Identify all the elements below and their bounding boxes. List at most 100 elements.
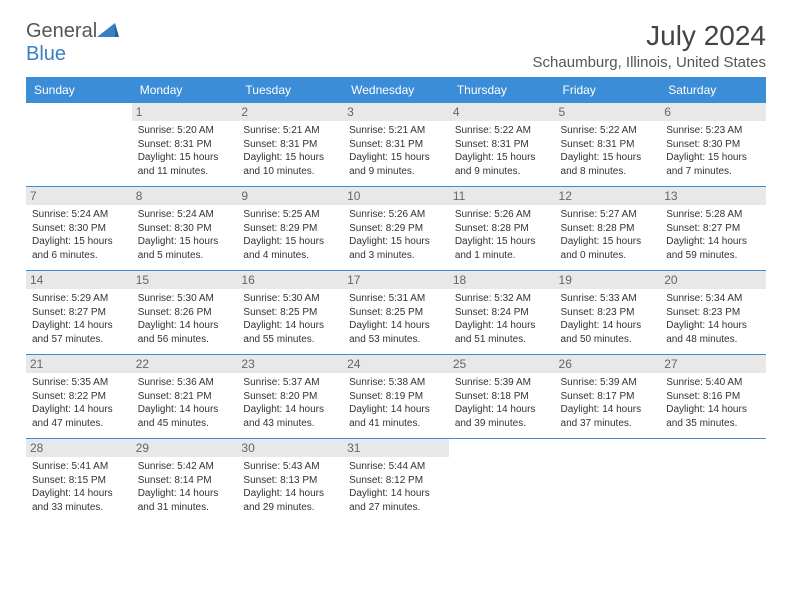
day-info: Sunrise: 5:39 AMSunset: 8:18 PMDaylight:… — [455, 376, 549, 430]
day-info: Sunrise: 5:42 AMSunset: 8:14 PMDaylight:… — [138, 460, 232, 514]
day-number: 7 — [26, 187, 132, 205]
day-info: Sunrise: 5:21 AMSunset: 8:31 PMDaylight:… — [349, 124, 443, 178]
calendar-day-cell: 4 Sunrise: 5:22 AMSunset: 8:31 PMDaylight… — [449, 103, 555, 187]
day-number: 9 — [237, 187, 343, 205]
calendar-day-cell: 16Sunrise: 5:30 AMSunset: 8:25 PMDayligh… — [237, 271, 343, 355]
day-number: 13 — [660, 187, 766, 205]
calendar-week-row: 28Sunrise: 5:41 AMSunset: 8:15 PMDayligh… — [26, 439, 766, 523]
day-info: Sunrise: 5:28 AMSunset: 8:27 PMDaylight:… — [666, 208, 760, 262]
day-info: Sunrise: 5:35 AMSunset: 8:22 PMDaylight:… — [32, 376, 126, 430]
calendar-day-cell: 23 Sunrise: 5:37 AMSunset: 8:20 PMDayligh… — [237, 355, 343, 439]
calendar-day-cell — [555, 439, 661, 523]
calendar-day-cell: 29 Sunrise: 5:42 AMSunset: 8:14 PMDayligh… — [132, 439, 238, 523]
day-info: Sunrise: 5:32 AMSunset: 8:24 PMDaylight:… — [455, 292, 549, 346]
page-header: General Blue July 2024 Schaumburg, Illin… — [26, 20, 766, 71]
calendar-day-cell — [449, 439, 555, 523]
day-info: Sunrise: 5:24 AMSunset: 8:30 PMDaylight:… — [32, 208, 126, 262]
calendar-day-cell: 10 Sunrise: 5:26 AMSunset: 8:29 PMDayligh… — [343, 187, 449, 271]
day-info: Sunrise: 5:38 AMSunset: 8:19 PMDaylight:… — [349, 376, 443, 430]
calendar-day-cell: 2Sunrise: 5:21 AMSunset: 8:31 PMDaylight… — [237, 103, 343, 187]
calendar-week-row: 1 Sunrise: 5:20 AMSunset: 8:31 PMDaylight… — [26, 103, 766, 187]
day-info: Sunrise: 5:24 AMSunset: 8:30 PMDaylight:… — [138, 208, 232, 262]
calendar-day-cell: 11Sunrise: 5:26 AMSunset: 8:28 PMDayligh… — [449, 187, 555, 271]
day-info: Sunrise: 5:34 AMSunset: 8:23 PMDaylight:… — [666, 292, 760, 346]
day-number: 3 — [343, 103, 449, 121]
day-info: Sunrise: 5:22 AMSunset: 8:31 PMDaylight:… — [561, 124, 655, 178]
day-number: 2 — [237, 103, 343, 121]
day-info: Sunrise: 5:36 AMSunset: 8:21 PMDaylight:… — [138, 376, 232, 430]
calendar-day-cell: 31Sunrise: 5:44 AMSunset: 8:12 PMDayligh… — [343, 439, 449, 523]
calendar-header-row: SundayMondayTuesdayWednesdayThursdayFrid… — [26, 77, 766, 103]
calendar-week-row: 14 Sunrise: 5:29 AMSunset: 8:27 PMDayligh… — [26, 271, 766, 355]
calendar-day-cell: 6 Sunrise: 5:23 AMSunset: 8:30 PMDaylight… — [660, 103, 766, 187]
day-number: 29 — [132, 439, 238, 457]
day-number: 31 — [343, 439, 449, 457]
day-number: 12 — [555, 187, 661, 205]
day-number: 24 — [343, 355, 449, 373]
day-number: 23 — [237, 355, 343, 373]
calendar-day-cell: 8 Sunrise: 5:24 AMSunset: 8:30 PMDaylight… — [132, 187, 238, 271]
location-text: Schaumburg, Illinois, United States — [533, 54, 766, 71]
calendar-day-cell: 7 Sunrise: 5:24 AMSunset: 8:30 PMDaylight… — [26, 187, 132, 271]
calendar-day-cell: 3 Sunrise: 5:21 AMSunset: 8:31 PMDaylight… — [343, 103, 449, 187]
calendar-day-cell: 22 Sunrise: 5:36 AMSunset: 8:21 PMDayligh… — [132, 355, 238, 439]
day-info: Sunrise: 5:20 AMSunset: 8:31 PMDaylight:… — [138, 124, 232, 178]
weekday-header: Wednesday — [343, 77, 449, 103]
day-number: 17 — [343, 271, 449, 289]
calendar-day-cell: 20Sunrise: 5:34 AMSunset: 8:23 PMDayligh… — [660, 271, 766, 355]
brand-text: General Blue — [26, 20, 119, 66]
title-block: July 2024 Schaumburg, Illinois, United S… — [533, 20, 766, 71]
day-number: 28 — [26, 439, 132, 457]
calendar-day-cell: 26Sunrise: 5:39 AMSunset: 8:17 PMDayligh… — [555, 355, 661, 439]
day-info: Sunrise: 5:31 AMSunset: 8:25 PMDaylight:… — [349, 292, 443, 346]
calendar-day-cell: 27Sunrise: 5:40 AMSunset: 8:16 PMDayligh… — [660, 355, 766, 439]
brand-word2: Blue — [26, 43, 66, 65]
day-info: Sunrise: 5:26 AMSunset: 8:29 PMDaylight:… — [349, 208, 443, 262]
calendar-day-cell: 1 Sunrise: 5:20 AMSunset: 8:31 PMDaylight… — [132, 103, 238, 187]
calendar-table: SundayMondayTuesdayWednesdayThursdayFrid… — [26, 77, 766, 522]
calendar-day-cell: 15Sunrise: 5:30 AMSunset: 8:26 PMDayligh… — [132, 271, 238, 355]
day-info: Sunrise: 5:43 AMSunset: 8:13 PMDaylight:… — [243, 460, 337, 514]
day-info: Sunrise: 5:25 AMSunset: 8:29 PMDaylight:… — [243, 208, 337, 262]
day-number: 18 — [449, 271, 555, 289]
weekday-header: Monday — [132, 77, 238, 103]
day-number: 22 — [132, 355, 238, 373]
calendar-body: 1 Sunrise: 5:20 AMSunset: 8:31 PMDaylight… — [26, 103, 766, 522]
day-info: Sunrise: 5:30 AMSunset: 8:26 PMDaylight:… — [138, 292, 232, 346]
day-info: Sunrise: 5:37 AMSunset: 8:20 PMDaylight:… — [243, 376, 337, 430]
calendar-day-cell: 30 Sunrise: 5:43 AMSunset: 8:13 PMDayligh… — [237, 439, 343, 523]
calendar-day-cell: 13 Sunrise: 5:28 AMSunset: 8:27 PMDayligh… — [660, 187, 766, 271]
calendar-day-cell: 12Sunrise: 5:27 AMSunset: 8:28 PMDayligh… — [555, 187, 661, 271]
day-info: Sunrise: 5:39 AMSunset: 8:17 PMDaylight:… — [561, 376, 655, 430]
day-number: 14 — [26, 271, 132, 289]
calendar-week-row: 21 Sunrise: 5:35 AMSunset: 8:22 PMDayligh… — [26, 355, 766, 439]
day-number: 4 — [449, 103, 555, 121]
calendar-day-cell: 17 Sunrise: 5:31 AMSunset: 8:25 PMDayligh… — [343, 271, 449, 355]
day-number: 10 — [343, 187, 449, 205]
day-number: 19 — [555, 271, 661, 289]
calendar-day-cell: 25 Sunrise: 5:39 AMSunset: 8:18 PMDayligh… — [449, 355, 555, 439]
calendar-day-cell — [26, 103, 132, 187]
brand-logo: General Blue — [26, 20, 119, 66]
day-number: 5 — [555, 103, 661, 121]
calendar-day-cell: 19Sunrise: 5:33 AMSunset: 8:23 PMDayligh… — [555, 271, 661, 355]
weekday-header: Saturday — [660, 77, 766, 103]
day-number: 27 — [660, 355, 766, 373]
calendar-week-row: 7 Sunrise: 5:24 AMSunset: 8:30 PMDaylight… — [26, 187, 766, 271]
brand-word1: General — [26, 20, 97, 42]
day-number: 25 — [449, 355, 555, 373]
day-number: 21 — [26, 355, 132, 373]
day-number: 1 — [132, 103, 238, 121]
calendar-day-cell: 9 Sunrise: 5:25 AMSunset: 8:29 PMDaylight… — [237, 187, 343, 271]
calendar-day-cell — [660, 439, 766, 523]
day-info: Sunrise: 5:29 AMSunset: 8:27 PMDaylight:… — [32, 292, 126, 346]
day-info: Sunrise: 5:23 AMSunset: 8:30 PMDaylight:… — [666, 124, 760, 178]
calendar-day-cell: 18 Sunrise: 5:32 AMSunset: 8:24 PMDayligh… — [449, 271, 555, 355]
day-number: 6 — [660, 103, 766, 121]
weekday-header: Sunday — [26, 77, 132, 103]
calendar-day-cell: 21 Sunrise: 5:35 AMSunset: 8:22 PMDayligh… — [26, 355, 132, 439]
day-info: Sunrise: 5:22 AMSunset: 8:31 PMDaylight:… — [455, 124, 549, 178]
calendar-day-cell: 5 Sunrise: 5:22 AMSunset: 8:31 PMDaylight… — [555, 103, 661, 187]
day-number: 8 — [132, 187, 238, 205]
day-number: 30 — [237, 439, 343, 457]
